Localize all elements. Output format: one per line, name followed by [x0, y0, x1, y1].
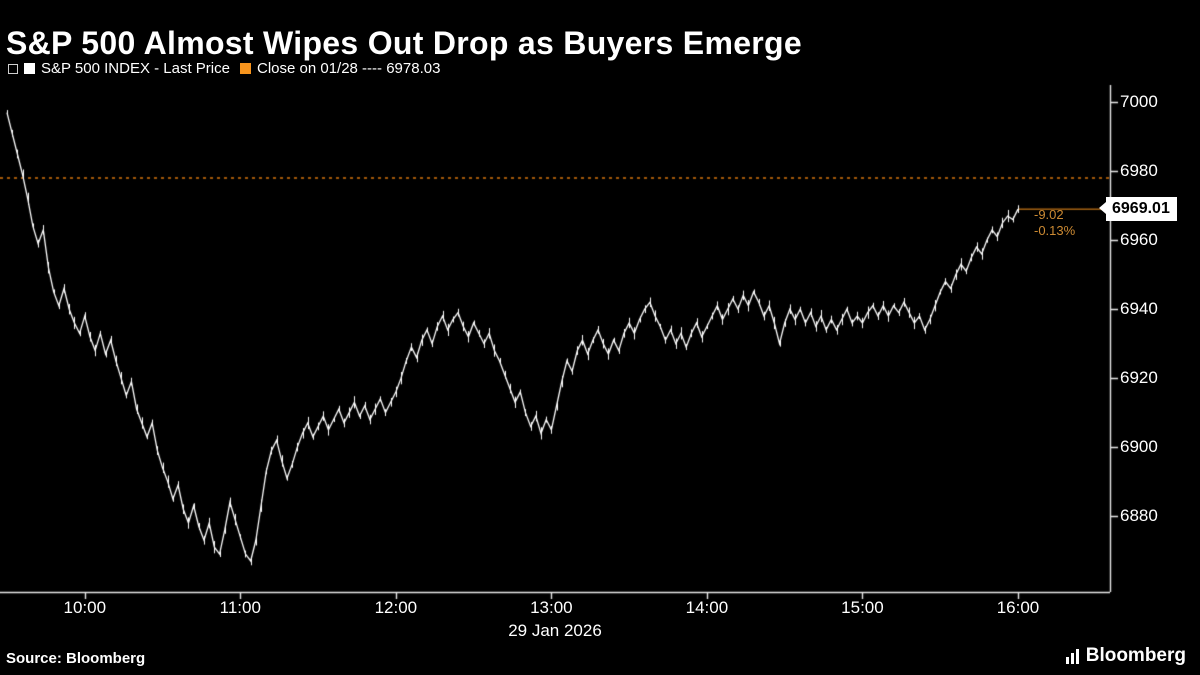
date-label: 29 Jan 2026	[508, 621, 602, 640]
close-line-swatch-icon	[239, 63, 251, 74]
price-change-percent: -0.13%	[1034, 223, 1076, 239]
last-price-badge: 6969.01	[1099, 197, 1177, 222]
chart-style-icon	[8, 63, 18, 74]
legend-item-prev-close: Close on 01/28 ---- 6978.03	[239, 60, 441, 77]
legend-item-last-price: S&P 500 INDEX - Last Price	[24, 60, 230, 77]
last-price-value: 6969.01	[1112, 200, 1170, 218]
page-title: S&P 500 Almost Wipes Out Drop as Buyers …	[6, 25, 802, 62]
close-line-label: Close on 01/28 ---- 6978.03	[256, 60, 441, 77]
sp500-series-label: S&P 500 INDEX - Last Price	[41, 60, 230, 77]
bloomberg-logo-text: Bloomberg	[1085, 645, 1186, 666]
bloomberg-logo-icon	[1065, 648, 1079, 664]
bloomberg-logo: Bloomberg	[1065, 645, 1186, 667]
legend: S&P 500 INDEX - Last Price Close on 01/2…	[8, 60, 440, 77]
price-change: -9.02 -0.13%	[1034, 207, 1075, 239]
price-change-points: -9.02	[1034, 207, 1064, 223]
source-attribution: Source: Bloomberg	[6, 650, 146, 667]
sp500-series-swatch-icon	[24, 63, 35, 74]
